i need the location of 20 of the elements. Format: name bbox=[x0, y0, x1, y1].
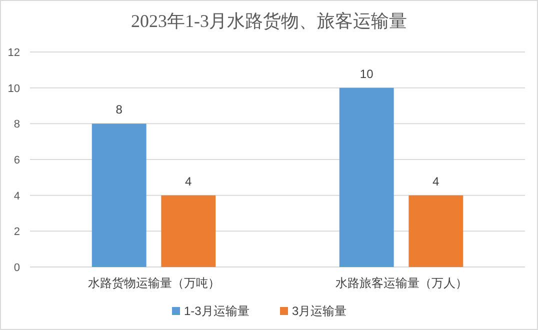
y-tick-label: 10 bbox=[8, 82, 20, 95]
y-tick-label: 2 bbox=[14, 226, 20, 238]
y-tick-label: 12 bbox=[8, 47, 20, 59]
y-tick-label: 6 bbox=[14, 154, 20, 166]
x-tick-label: 水路旅客运输量（万人） bbox=[335, 276, 468, 290]
y-tick-label: 8 bbox=[14, 118, 20, 131]
y-tick-label: 0 bbox=[14, 262, 20, 274]
data-label: 4 bbox=[185, 174, 192, 188]
data-label: 10 bbox=[360, 66, 374, 81]
data-label: 8 bbox=[116, 102, 123, 117]
bar bbox=[339, 88, 394, 267]
x-tick-label: 水路货物运输量（万吨） bbox=[88, 276, 220, 290]
chart-title: 2023年1-3月水路货物、旅客运输量 bbox=[131, 11, 407, 31]
data-label: 4 bbox=[432, 174, 440, 188]
bar bbox=[92, 124, 146, 267]
y-tick-label: 4 bbox=[14, 190, 20, 202]
legend-label: 3月运输量 bbox=[292, 304, 347, 318]
bar bbox=[161, 195, 216, 267]
legend-label: 1-3月运输量 bbox=[184, 304, 250, 318]
bar bbox=[408, 195, 464, 267]
